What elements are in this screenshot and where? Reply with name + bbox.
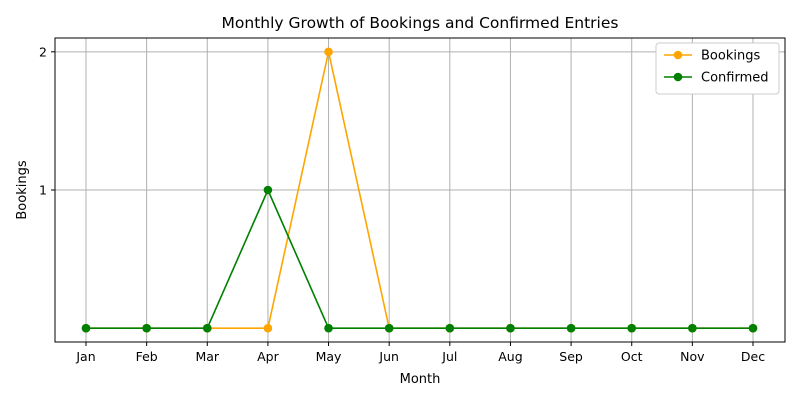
x-tick-label: Aug bbox=[498, 349, 522, 364]
data-point bbox=[81, 323, 91, 333]
y-tick-label: 2 bbox=[39, 44, 47, 59]
data-point bbox=[566, 323, 576, 333]
legend-label: Confirmed bbox=[701, 71, 769, 86]
x-tick-label: Apr bbox=[257, 349, 279, 364]
legend: Bookings Confirmed bbox=[655, 42, 780, 95]
series-layer bbox=[81, 47, 758, 333]
data-point bbox=[445, 323, 455, 333]
x-axis-label: Month bbox=[400, 372, 441, 387]
x-tick-label: Dec bbox=[741, 349, 765, 364]
data-point bbox=[324, 323, 333, 333]
x-tick-label: Nov bbox=[680, 349, 705, 364]
series-line bbox=[86, 188, 753, 329]
data-point bbox=[142, 323, 151, 333]
data-point bbox=[748, 323, 758, 333]
chart-title: Monthly Growth of Bookings and Confirmed… bbox=[222, 14, 619, 32]
data-point bbox=[384, 323, 394, 333]
data-point bbox=[688, 323, 697, 333]
x-tick-label: Jun bbox=[378, 349, 399, 364]
x-tick-label: May bbox=[316, 349, 342, 364]
legend-marker bbox=[673, 72, 683, 82]
series-confirmed bbox=[81, 185, 758, 333]
y-axis-label: Bookings bbox=[15, 160, 30, 219]
x-tick-label: Mar bbox=[195, 349, 219, 364]
x-axis-ticks: Jan Feb Mar Apr May Jun Jul Aug Sep Oct Nov Dec bbox=[75, 342, 765, 364]
legend-marker bbox=[673, 50, 683, 60]
data-point bbox=[324, 47, 333, 57]
x-tick-label: Sep bbox=[559, 349, 583, 364]
legend-label: Bookings bbox=[701, 49, 760, 64]
data-point bbox=[506, 323, 515, 333]
y-axis-ticks: 12 bbox=[39, 44, 55, 198]
data-point bbox=[263, 323, 273, 333]
y-tick-label: 1 bbox=[39, 183, 47, 198]
x-tick-label: Jul bbox=[441, 349, 457, 364]
data-point bbox=[263, 185, 273, 195]
x-tick-label: Feb bbox=[136, 349, 158, 364]
x-tick-label: Jan bbox=[75, 349, 95, 364]
data-point bbox=[627, 323, 637, 333]
x-tick-label: Oct bbox=[621, 349, 643, 364]
data-point bbox=[202, 323, 212, 333]
